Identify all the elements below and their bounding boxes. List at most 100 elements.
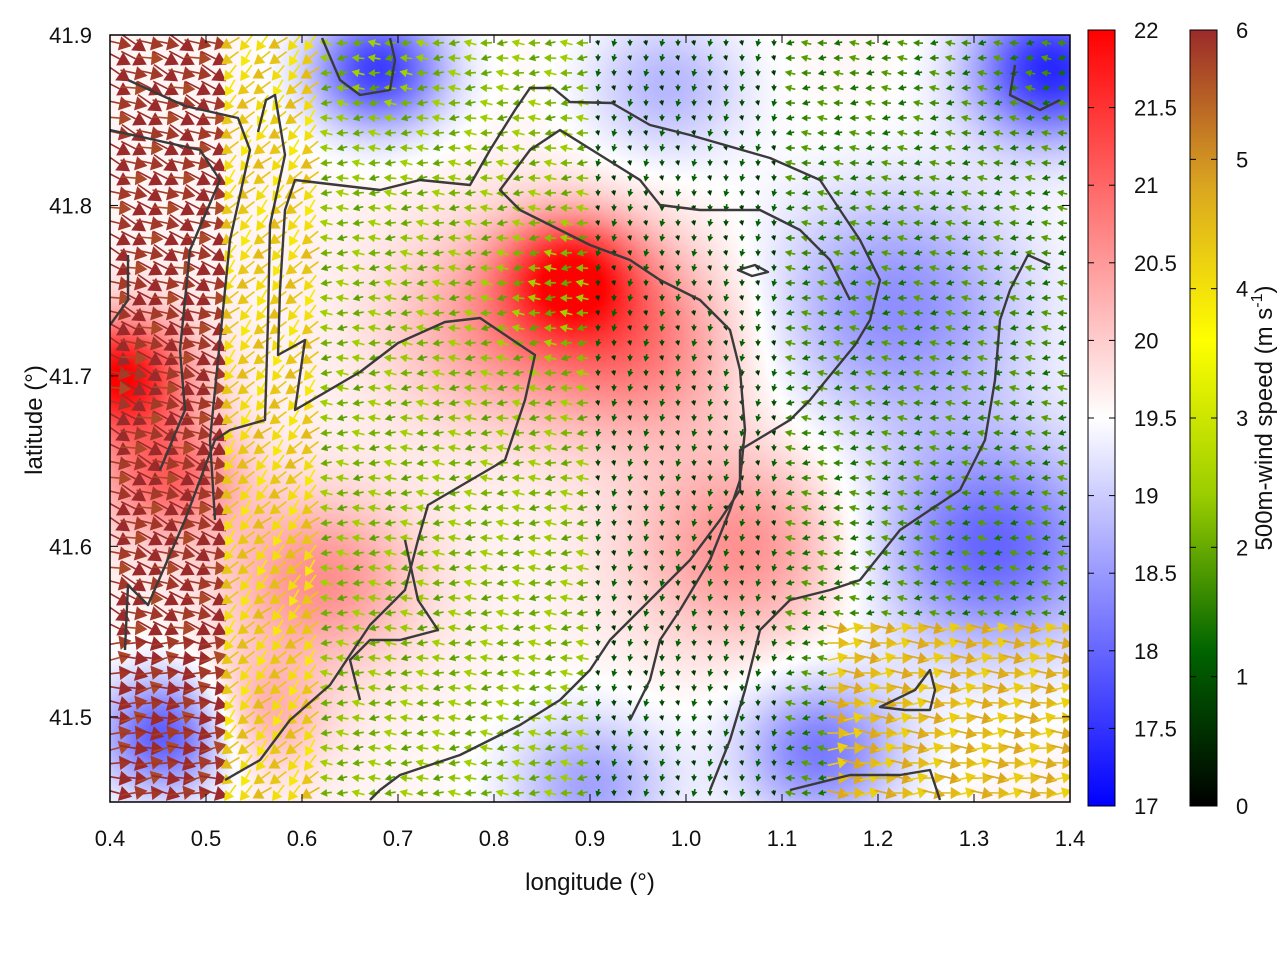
wind-arrow-shaft [326, 445, 332, 449]
wind-arrow-shaft [261, 199, 268, 209]
wind-arrow-head [1057, 144, 1065, 151]
wind-arrow-head [976, 609, 984, 617]
wind-arrow-shaft [677, 638, 680, 642]
wind-arrow-head [643, 146, 649, 152]
wind-arrow-head [147, 367, 163, 382]
wind-arrow-shaft [951, 222, 956, 225]
wind-arrow-shaft [136, 506, 152, 509]
wind-arrow-shaft [887, 386, 891, 389]
wind-arrow-head [256, 129, 267, 141]
wind-arrow-head [384, 399, 392, 407]
wind-arrow-head [961, 489, 968, 497]
wind-arrow-shaft [1063, 341, 1067, 344]
wind-arrow-shaft [120, 200, 136, 210]
wind-arrow-head [495, 174, 504, 183]
wind-arrow-head [945, 564, 952, 572]
wind-arrow-head [771, 295, 778, 302]
wind-arrow-head [335, 189, 344, 198]
wind-arrow-shaft [245, 186, 256, 194]
wind-arrow-head [961, 414, 969, 421]
wind-arrow-head [755, 400, 762, 407]
wind-arrow-head [367, 324, 376, 333]
wind-arrow-head [384, 504, 393, 512]
wind-arrow-head [960, 369, 968, 377]
wind-arrow-head [801, 114, 808, 122]
wind-arrow-head [723, 356, 729, 362]
wind-arrow-head [945, 534, 953, 541]
wind-arrow-head [881, 234, 888, 242]
wind-arrow-shaft [374, 297, 381, 300]
wind-arrow-head [285, 443, 298, 455]
wind-arrow-shaft [709, 399, 712, 402]
wind-arrow-shaft [999, 266, 1003, 269]
wind-arrow-head [528, 249, 536, 257]
wind-arrow-shaft [438, 102, 445, 106]
wind-arrow-head [912, 294, 920, 302]
wind-arrow-head [134, 531, 148, 546]
wind-arrow-shaft [110, 310, 120, 315]
wind-arrow-head [801, 264, 809, 271]
wind-arrow-head [559, 474, 568, 483]
wind-arrow-head [416, 459, 424, 467]
wind-arrow-head [432, 399, 440, 407]
wind-arrow-head [896, 309, 904, 317]
wind-arrow-shaft [245, 319, 252, 329]
wind-arrow-shaft [871, 117, 876, 121]
wind-arrow-head [560, 354, 568, 362]
wind-arrow-shaft [136, 39, 152, 45]
wind-arrow-head [675, 86, 681, 92]
wind-arrow-shaft [438, 207, 445, 210]
wind-arrow-shaft [326, 85, 332, 89]
wind-arrow-head [399, 504, 408, 513]
wind-arrow-head [271, 609, 283, 621]
wind-arrow-head [367, 129, 376, 138]
wind-arrow-head [833, 579, 841, 586]
wind-arrow-shaft [152, 590, 168, 600]
wind-arrow-head [352, 219, 360, 227]
wind-arrow-head [512, 189, 520, 197]
wind-arrow-shaft [502, 295, 508, 299]
wind-arrow-head [224, 99, 235, 111]
wind-arrow-head [214, 381, 228, 396]
wind-arrow-head [400, 309, 408, 317]
wind-arrow-head [575, 264, 584, 273]
wind-arrow-head [595, 115, 600, 121]
wind-arrow-head [627, 505, 632, 511]
wind-arrow-shaft [184, 380, 200, 390]
wind-arrow-shaft [326, 657, 333, 660]
wind-arrow-shaft [229, 396, 240, 404]
wind-arrow-shaft [645, 428, 648, 432]
wind-arrow-shaft [136, 429, 152, 435]
wind-arrow-shaft [293, 186, 304, 194]
wind-arrow-head [643, 490, 649, 496]
wind-arrow-head [675, 115, 682, 122]
wind-arrow-shaft [261, 50, 271, 59]
wind-arrow-head [595, 596, 601, 602]
wind-arrow-head [400, 99, 408, 107]
wind-arrow-shaft [120, 429, 136, 435]
wind-arrow-head [289, 55, 299, 67]
wind-arrow-head [723, 131, 729, 137]
wind-arrow-head [384, 594, 393, 602]
wind-arrow-shaft [935, 386, 939, 389]
wind-arrow-shaft [326, 341, 332, 344]
wind-arrow-shaft [184, 129, 200, 135]
wind-arrow-shaft [741, 159, 744, 162]
wind-arrow-head [543, 519, 552, 528]
wind-arrow-head [495, 429, 504, 438]
wind-arrow-shaft [550, 115, 556, 119]
wind-arrow-shaft [967, 146, 971, 149]
wind-arrow-shaft [406, 41, 412, 44]
wind-arrow-head [771, 190, 778, 197]
wind-arrow-head [1057, 309, 1064, 317]
wind-arrow-shaft [358, 537, 365, 540]
wind-arrow-shaft [200, 369, 216, 375]
wind-arrow-shaft [839, 566, 843, 569]
wind-arrow-shaft [152, 399, 168, 405]
wind-arrow-head [1025, 324, 1032, 332]
wind-arrow-head [241, 505, 251, 517]
wind-arrow-head [133, 276, 148, 291]
wind-arrow-shaft [422, 625, 428, 629]
wind-arrow-head [268, 398, 281, 409]
wind-arrow-head [399, 249, 408, 258]
